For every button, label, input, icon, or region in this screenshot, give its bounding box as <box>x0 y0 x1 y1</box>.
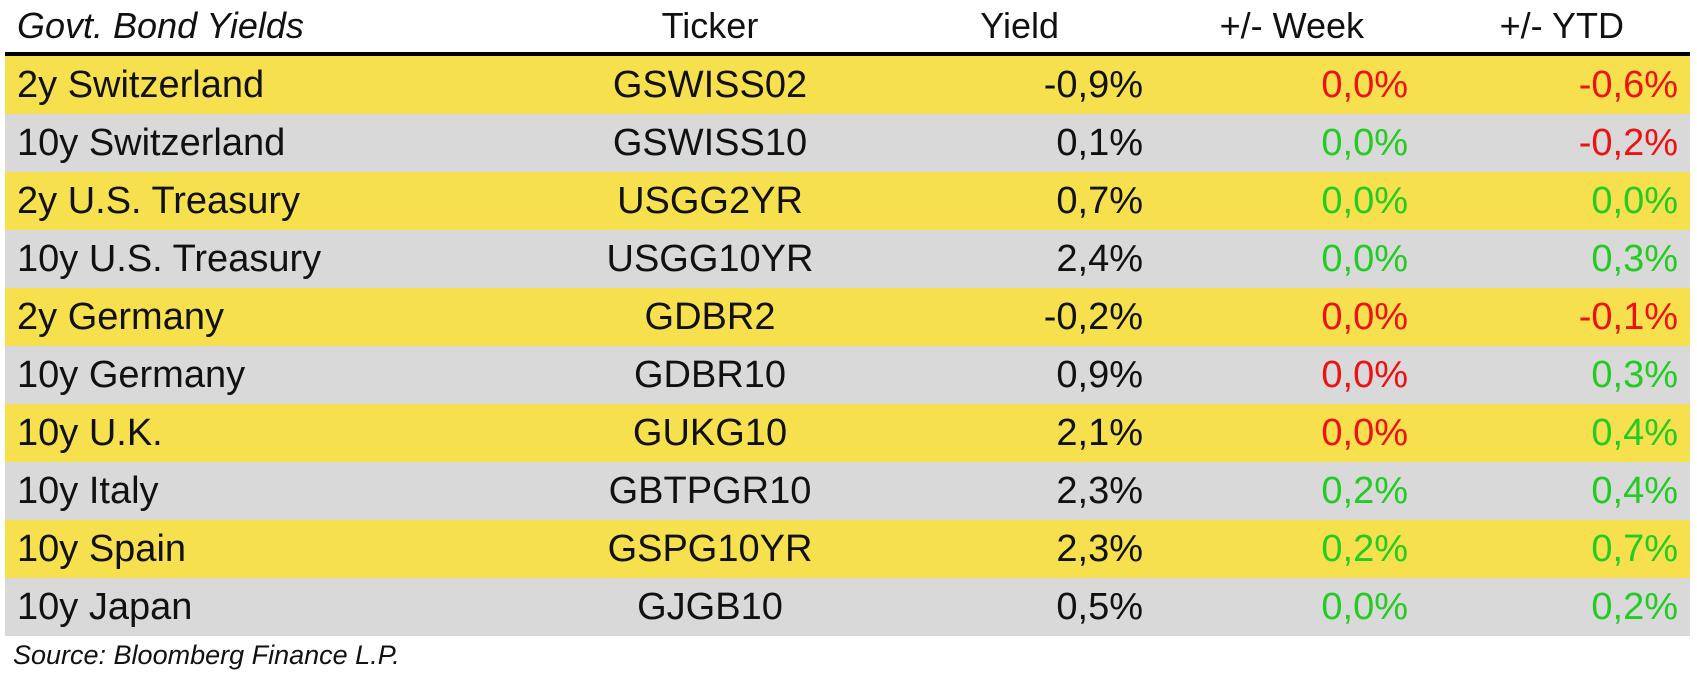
table-row: 10y Germany GDBR10 0,9% 0,0% 0,3% <box>5 346 1690 404</box>
ticker-cell: GSWISS10 <box>525 114 895 172</box>
bond-name-cell: 10y Switzerland <box>5 114 525 172</box>
bond-name-cell: 10y Italy <box>5 462 525 520</box>
week-change-cell: 0,2% <box>1155 520 1420 578</box>
bond-name-cell: 2y U.S. Treasury <box>5 172 525 230</box>
week-change-cell: 0,2% <box>1155 462 1420 520</box>
ytd-change-cell: 0,4% <box>1420 462 1690 520</box>
ticker-cell: GDBR10 <box>525 346 895 404</box>
yield-cell: 0,1% <box>895 114 1155 172</box>
week-change-cell: 0,0% <box>1155 114 1420 172</box>
bond-name-cell: 10y Germany <box>5 346 525 404</box>
source-note: Source: Bloomberg Finance L.P. <box>13 640 400 670</box>
week-change-cell: 0,0% <box>1155 346 1420 404</box>
ytd-change-cell: -0,2% <box>1420 114 1690 172</box>
ticker-cell: GBTPGR10 <box>525 462 895 520</box>
week-column-header: +/- Week <box>1155 0 1420 56</box>
table-row: 10y Japan GJGB10 0,5% 0,0% 0,2% <box>5 578 1690 636</box>
week-change-cell: 0,0% <box>1155 404 1420 462</box>
table-row: 10y U.K. GUKG10 2,1% 0,0% 0,4% <box>5 404 1690 462</box>
table-body: 2y Switzerland GSWISS02 -0,9% 0,0% -0,6% 10y … <box>5 54 1690 636</box>
ticker-cell: GDBR2 <box>525 288 895 346</box>
table-row: 2y Germany GDBR2 -0,2% 0,0% -0,1% <box>5 288 1690 346</box>
ytd-change-cell: 0,0% <box>1420 172 1690 230</box>
ticker-cell: USGG10YR <box>525 230 895 288</box>
ytd-change-cell: 0,7% <box>1420 520 1690 578</box>
bond-name-cell: 10y U.S. Treasury <box>5 230 525 288</box>
ytd-change-cell: 0,3% <box>1420 346 1690 404</box>
bond-yields-table: Govt. Bond Yields Ticker Yield +/- Week … <box>5 0 1690 636</box>
table-row: 10y U.S. Treasury USGG10YR 2,4% 0,0% 0,3% <box>5 230 1690 288</box>
yield-column-header: Yield <box>895 0 1155 56</box>
yield-cell: 2,1% <box>895 404 1155 462</box>
table-row: 10y Italy GBTPGR10 2,3% 0,2% 0,4% <box>5 462 1690 520</box>
ytd-change-cell: -0,6% <box>1420 54 1690 114</box>
yield-cell: 0,5% <box>895 578 1155 636</box>
bond-name-cell: 10y Spain <box>5 520 525 578</box>
bond-yields-table-container: Govt. Bond Yields Ticker Yield +/- Week … <box>5 0 1690 636</box>
ticker-cell: GUKG10 <box>525 404 895 462</box>
yield-cell: -0,9% <box>895 54 1155 114</box>
week-change-cell: 0,0% <box>1155 578 1420 636</box>
yield-cell: 2,3% <box>895 462 1155 520</box>
bond-name-cell: 10y Japan <box>5 578 525 636</box>
yield-cell: 2,3% <box>895 520 1155 578</box>
bond-name-cell: 10y U.K. <box>5 404 525 462</box>
ticker-column-header: Ticker <box>525 0 895 56</box>
yield-cell: 2,4% <box>895 230 1155 288</box>
table-row: 2y U.S. Treasury USGG2YR 0,7% 0,0% 0,0% <box>5 172 1690 230</box>
table-header: Govt. Bond Yields Ticker Yield +/- Week … <box>5 0 1690 56</box>
table-row: 2y Switzerland GSWISS02 -0,9% 0,0% -0,6% <box>5 54 1690 114</box>
week-change-cell: 0,0% <box>1155 230 1420 288</box>
header-row: Govt. Bond Yields Ticker Yield +/- Week … <box>5 0 1690 56</box>
ytd-column-header: +/- YTD <box>1420 0 1690 56</box>
ytd-change-cell: 0,4% <box>1420 404 1690 462</box>
bond-name-cell: 2y Germany <box>5 288 525 346</box>
ytd-change-cell: -0,1% <box>1420 288 1690 346</box>
ticker-cell: GSWISS02 <box>525 54 895 114</box>
week-change-cell: 0,0% <box>1155 172 1420 230</box>
week-change-cell: 0,0% <box>1155 288 1420 346</box>
ticker-cell: GJGB10 <box>525 578 895 636</box>
ytd-change-cell: 0,3% <box>1420 230 1690 288</box>
table-row: 10y Spain GSPG10YR 2,3% 0,2% 0,7% <box>5 520 1690 578</box>
yield-cell: -0,2% <box>895 288 1155 346</box>
table-row: 10y Switzerland GSWISS10 0,1% 0,0% -0,2% <box>5 114 1690 172</box>
week-change-cell: 0,0% <box>1155 54 1420 114</box>
bond-name-cell: 2y Switzerland <box>5 54 525 114</box>
yield-cell: 0,7% <box>895 172 1155 230</box>
ticker-cell: USGG2YR <box>525 172 895 230</box>
table-title: Govt. Bond Yields <box>5 0 525 56</box>
yield-cell: 0,9% <box>895 346 1155 404</box>
ticker-cell: GSPG10YR <box>525 520 895 578</box>
ytd-change-cell: 0,2% <box>1420 578 1690 636</box>
